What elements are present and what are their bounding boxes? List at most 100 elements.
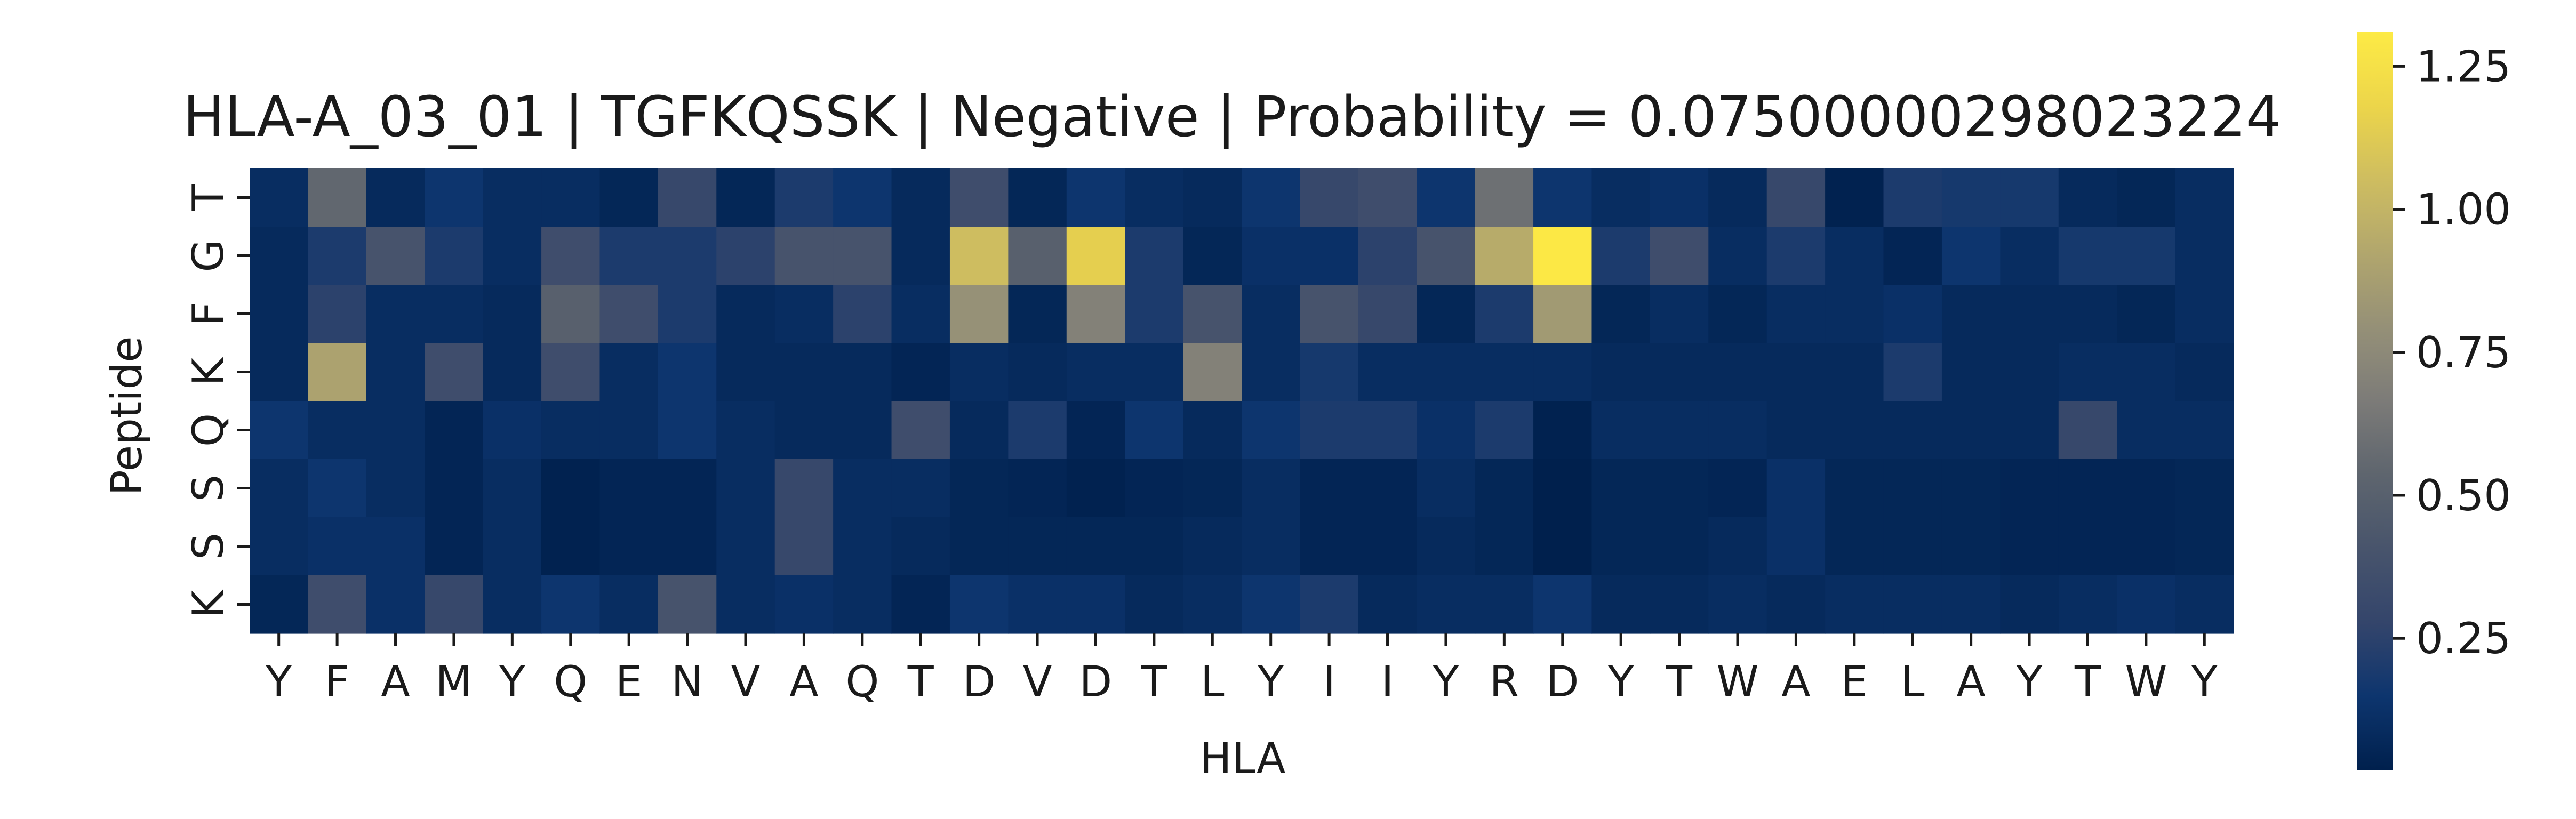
x-tick-label: Y <box>2191 657 2218 706</box>
x-tick-label: F <box>325 657 349 706</box>
heatmap-cell <box>1125 227 1184 285</box>
heatmap-cell <box>1475 343 1534 402</box>
heatmap-cell <box>1475 401 1534 460</box>
heatmap-cell <box>2058 168 2117 227</box>
heatmap-cell <box>891 227 950 285</box>
heatmap-cell <box>1766 517 1826 576</box>
heatmap-cell <box>1008 285 1067 343</box>
heatmap-cell <box>774 227 834 285</box>
heatmap-cell <box>366 401 425 460</box>
heatmap-cell <box>1242 343 1301 402</box>
x-tick-label: L <box>1901 657 1925 706</box>
heatmap-cell <box>774 343 834 402</box>
heatmap-cell <box>1358 459 1417 518</box>
heatmap-cell <box>1125 285 1184 343</box>
heatmap-cell <box>1125 517 1184 576</box>
heatmap-cell <box>1591 285 1651 343</box>
heatmap-cell <box>1242 285 1301 343</box>
heatmap-cell <box>2058 517 2117 576</box>
x-tick-label: W <box>2125 657 2167 706</box>
heatmap-cell <box>2175 285 2234 343</box>
heatmap-cell <box>1825 401 1884 460</box>
heatmap-cell <box>599 168 659 227</box>
heatmap-cell <box>308 168 367 227</box>
heatmap-cell <box>891 517 950 576</box>
heatmap-cell <box>1533 227 1593 285</box>
heatmap-cell <box>1708 401 1767 460</box>
heatmap-cell <box>1183 575 1242 634</box>
heatmap-cell <box>1591 459 1651 518</box>
heatmap-cell <box>1358 343 1417 402</box>
heatmap-cell <box>949 227 1009 285</box>
heatmap-cell <box>2000 227 2059 285</box>
heatmap-cell <box>1066 401 1125 460</box>
colorbar <box>2357 32 2393 770</box>
heatmap-cell <box>541 575 601 634</box>
heatmap-cell <box>1358 401 1417 460</box>
heatmap-cell <box>1825 227 1884 285</box>
heatmap-cell <box>1825 343 1884 402</box>
y-axis-ticks: TGFKQSSK <box>183 184 250 619</box>
heatmap-cell <box>2175 343 2234 402</box>
heatmap-cell <box>1417 575 1476 634</box>
heatmap-cell <box>1650 401 1709 460</box>
y-axis-label: Peptide <box>102 336 151 496</box>
x-tick-label: Y <box>2016 657 2043 706</box>
heatmap-cell <box>1008 459 1067 518</box>
x-tick-label: A <box>1956 657 1986 706</box>
heatmap-cell <box>2175 227 2234 285</box>
heatmap-cell <box>1883 517 1942 576</box>
heatmap-cell <box>1941 343 2001 402</box>
heatmap-cell <box>366 343 425 402</box>
x-tick-label: A <box>789 657 819 706</box>
heatmap-cell <box>1300 401 1359 460</box>
heatmap-cell <box>1417 168 1476 227</box>
heatmap-cell <box>1941 517 2001 576</box>
heatmap-cell <box>774 401 834 460</box>
heatmap-cell <box>1650 285 1709 343</box>
heatmap-cell <box>1066 285 1125 343</box>
heatmap-cell <box>366 459 425 518</box>
heatmap-cell <box>425 168 484 227</box>
heatmap-cell <box>1941 227 2001 285</box>
heatmap-cell <box>250 168 309 227</box>
heatmap-cell <box>2058 401 2117 460</box>
heatmap-cell <box>599 227 659 285</box>
heatmap-cell <box>541 285 601 343</box>
heatmap-cell <box>833 459 892 518</box>
heatmap-cell <box>658 227 717 285</box>
heatmap-cell <box>658 343 717 402</box>
colorbar-tick-label: 1.00 <box>2416 185 2511 235</box>
heatmap-cell <box>425 459 484 518</box>
heatmap-cell <box>1883 285 1942 343</box>
heatmap-cell <box>425 285 484 343</box>
heatmap-cell <box>2175 575 2234 634</box>
heatmap-cell <box>1825 575 1884 634</box>
x-tick-label: W <box>1716 657 1758 706</box>
heatmap-cell <box>1533 517 1593 576</box>
x-tick-label: V <box>1023 657 1052 706</box>
heatmap-cell <box>1475 517 1534 576</box>
heatmap-cell <box>1941 168 2001 227</box>
heatmap-cell <box>2117 575 2176 634</box>
heatmap-cell <box>833 285 892 343</box>
x-tick-label: I <box>1323 657 1335 706</box>
heatmap-cell <box>599 517 659 576</box>
heatmap-cell <box>1358 168 1417 227</box>
heatmap-cell <box>833 401 892 460</box>
heatmap-cell <box>774 168 834 227</box>
heatmap-cell <box>1591 517 1651 576</box>
heatmap-cell <box>949 517 1009 576</box>
heatmap-cell <box>1533 285 1593 343</box>
heatmap-cell <box>2175 517 2234 576</box>
y-tick-label: K <box>183 589 233 619</box>
heatmap-cell <box>250 227 309 285</box>
heatmap-cell <box>308 459 367 518</box>
heatmap-cell <box>2175 168 2234 227</box>
heatmap-cell <box>1417 517 1476 576</box>
heatmap-cell <box>1417 285 1476 343</box>
y-tick-label: G <box>183 239 233 272</box>
heatmap-cell <box>1941 285 2001 343</box>
heatmap-cell <box>1183 343 1242 402</box>
